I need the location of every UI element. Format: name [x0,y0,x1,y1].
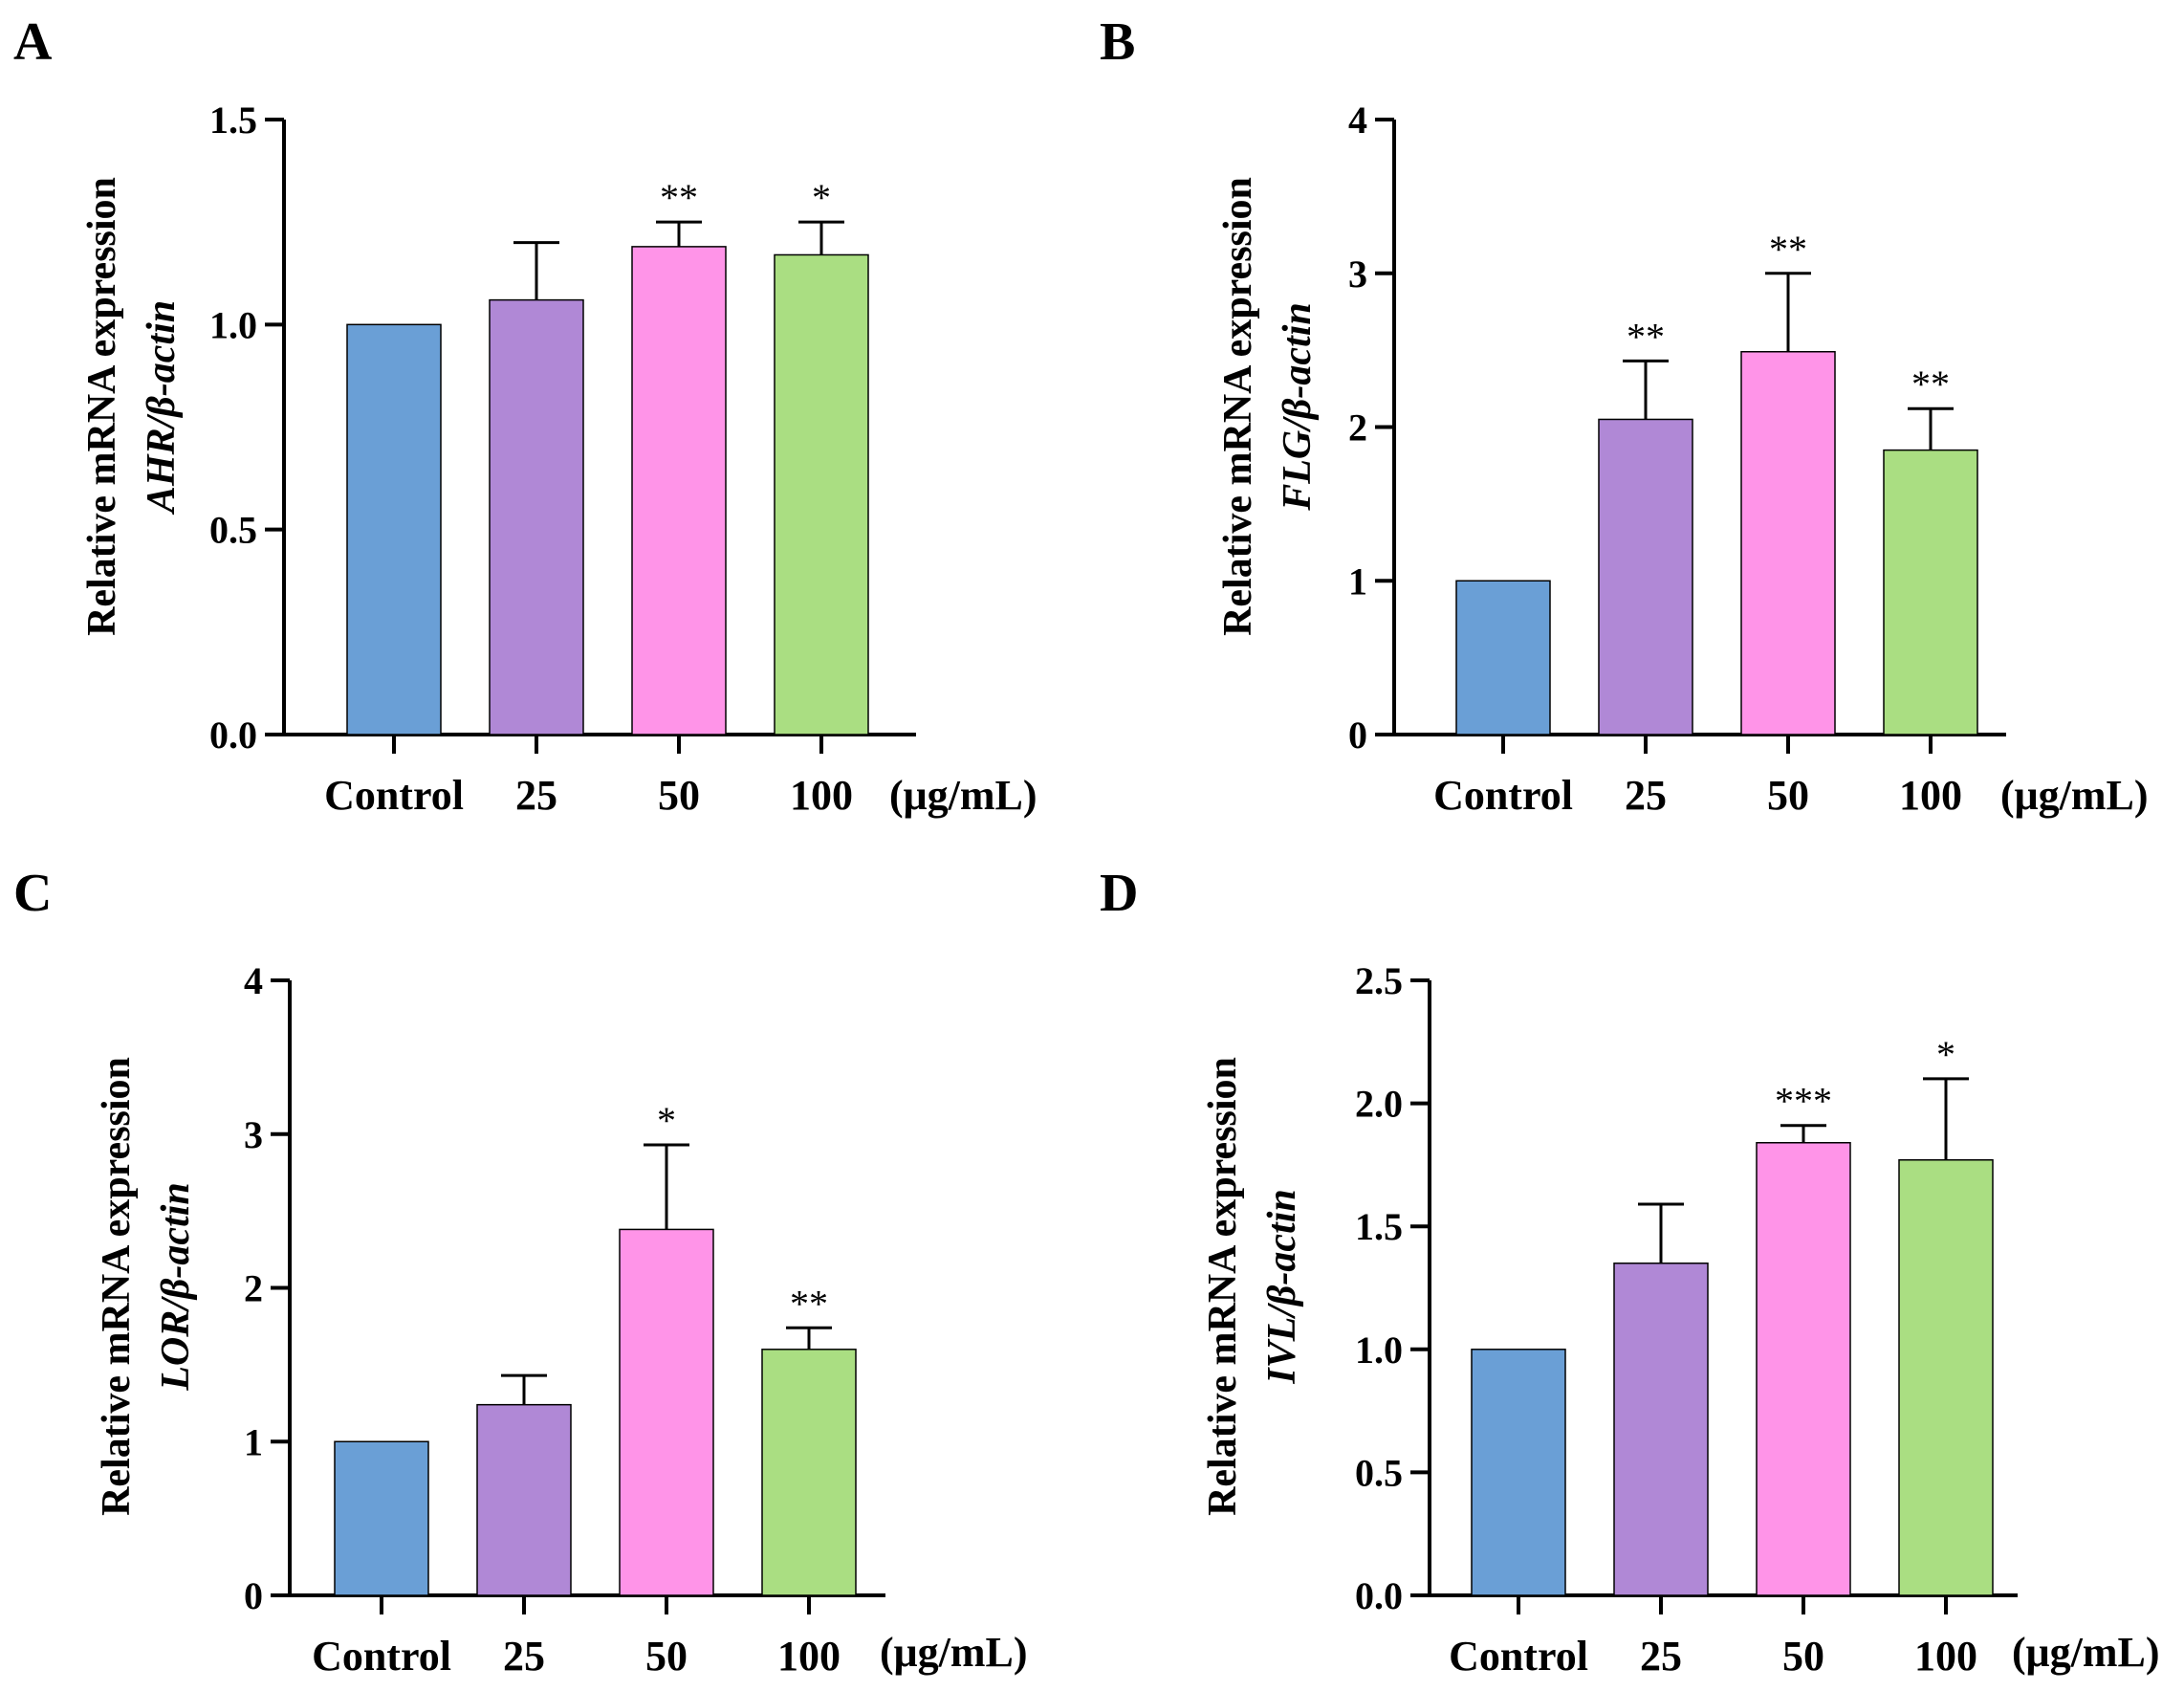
bar-a-50 [631,246,727,736]
panel-letter-b: B [1100,12,1135,72]
y-tick-label-a: 1.5 [209,99,257,142]
x-tick-label-a: Control [324,772,464,819]
x-tick-label-b: 100 [1899,772,1962,819]
y-tick-label-b: 4 [1348,99,1367,142]
x-tick-label-c: 50 [645,1633,688,1680]
x-tick-label-a: 50 [658,772,700,819]
bar-a-control [346,323,442,736]
x-unit-label-b: (μg/mL) [2000,772,2148,819]
bar-c-100 [761,1349,857,1596]
x-unit-label-d: (μg/mL) [2012,1629,2159,1676]
y-tick-label-b: 0 [1348,714,1367,757]
y-tick-label-a: 0.0 [209,714,257,757]
panel-letter-d: D [1100,864,1138,923]
y-tick-label-d: 0.5 [1355,1451,1403,1494]
x-tick-label-c: Control [312,1633,451,1680]
x-tick-label-b: 25 [1625,772,1667,819]
y-axis-label-line2-a: AHR/β-actin [140,300,184,516]
x-tick-label-a: 100 [790,772,853,819]
y-tick-label-c: 1 [244,1420,263,1463]
y-axis-label-line2-c: LOR/β-actin [154,1182,198,1392]
x-tick-label-a: 25 [515,772,557,819]
y-axis-label-line2-d: IVL/β-actin [1260,1189,1304,1385]
significance-b-100: ** [1911,362,1950,406]
y-axis-label-line1-b: Relative mRNA expression [1216,177,1260,636]
significance-c-50: * [657,1099,676,1142]
x-tick-label-d: 50 [1782,1633,1824,1680]
y-tick-label-c: 4 [244,959,263,1002]
significance-c-100: ** [790,1282,828,1325]
y-tick-label-c: 0 [244,1574,263,1617]
significance-a-50: ** [660,176,698,219]
significance-b-25: ** [1627,315,1665,358]
panel-c: C Relative mRNA expression LOR/β-actin (… [13,864,1027,1680]
panel-letter-a: A [13,12,53,72]
panel-a: A Relative mRNA expression AHR/β-actin (… [13,12,1037,819]
y-tick-label-d: 1.0 [1355,1329,1403,1372]
y-tick-label-b: 1 [1348,560,1367,603]
bar-d-100 [1898,1159,1994,1596]
y-tick-label-a: 0.5 [209,509,257,552]
y-tick-label-b: 3 [1348,253,1367,296]
bar-b-control [1455,580,1551,736]
x-tick-label-b: 50 [1767,772,1809,819]
bar-d-control [1471,1349,1566,1596]
y-axis-label-line1-a: Relative mRNA expression [80,177,124,636]
significance-d-100: * [1936,1033,1955,1076]
x-tick-label-d: 100 [1914,1633,1977,1680]
bar-b-25 [1598,418,1693,736]
x-tick-label-c: 100 [777,1633,841,1680]
y-tick-label-d: 2.0 [1355,1083,1403,1126]
bar-b-50 [1740,350,1836,736]
x-unit-label-c: (μg/mL) [880,1629,1027,1676]
y-axis-label-line1-c: Relative mRNA expression [95,1057,139,1516]
x-tick-label-c: 25 [503,1633,545,1680]
bar-a-100 [774,253,869,736]
bar-a-25 [489,298,584,736]
y-tick-label-d: 1.5 [1355,1205,1403,1248]
y-tick-label-d: 0.0 [1355,1574,1403,1617]
y-tick-label-b: 2 [1348,406,1367,450]
y-tick-label-d: 2.5 [1355,959,1403,1002]
significance-a-100: * [812,176,831,219]
y-tick-label-a: 1.0 [209,303,257,346]
panel-b: B Relative mRNA expression FLG/β-actin (… [1100,12,2148,819]
bar-c-50 [619,1228,714,1596]
y-axis-label-line2-b: FLG/β-actin [1276,302,1320,512]
bar-b-100 [1883,449,1978,736]
significance-b-50: ** [1769,228,1807,271]
x-tick-label-b: Control [1433,772,1573,819]
bar-c-control [334,1440,429,1596]
panel-d: D Relative mRNA expression IVL/β-actin (… [1100,864,2159,1680]
y-tick-label-c: 2 [244,1267,263,1310]
bar-c-25 [476,1403,572,1596]
x-tick-label-d: Control [1449,1633,1588,1680]
x-tick-label-d: 25 [1640,1633,1682,1680]
x-unit-label-a: (μg/mL) [889,772,1037,819]
bar-d-50 [1756,1142,1851,1596]
y-axis-label-line1-d: Relative mRNA expression [1201,1057,1245,1516]
bar-d-25 [1613,1263,1709,1596]
y-tick-label-c: 3 [244,1113,263,1156]
significance-d-50: *** [1775,1080,1832,1123]
panel-letter-c: C [13,864,52,923]
